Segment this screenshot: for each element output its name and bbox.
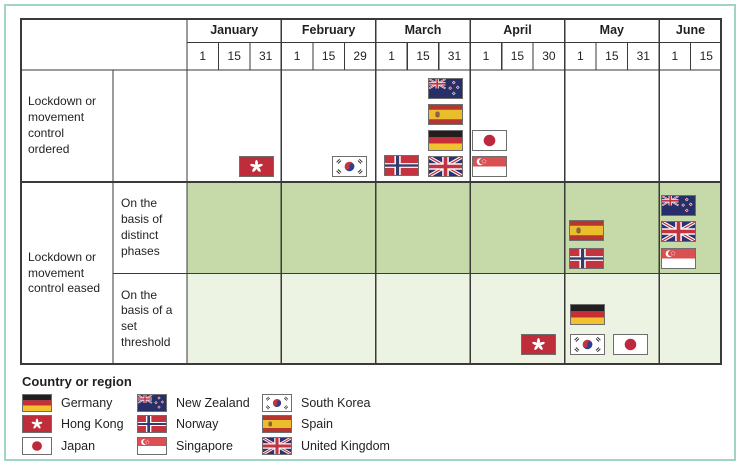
flag-de-band0 (427, 129, 463, 151)
legend-label: New Zealand (176, 395, 250, 410)
flag-es-band0 (427, 103, 463, 125)
legend-entry-sg: Singapore (137, 436, 262, 455)
kr-flag-icon (262, 393, 292, 412)
day-tick-june-15: 15 (699, 49, 713, 64)
flag-hk-band2 (520, 333, 556, 355)
month-header-june: June (675, 23, 706, 38)
es-flag-icon (262, 415, 292, 434)
jp-flag-icon (22, 436, 52, 455)
flag-hk-band0 (238, 155, 274, 177)
day-tick-march-31: 31 (447, 49, 462, 64)
day-tick-february-1: 1 (293, 49, 301, 64)
uk-flag-icon (262, 436, 292, 455)
hk-flag-icon (22, 415, 52, 434)
legend-entry-no: Norway (137, 415, 262, 434)
day-tick-may-15: 15 (605, 49, 619, 64)
day-tick-january-15: 15 (227, 49, 241, 64)
day-tick-february-15: 15 (321, 49, 336, 64)
flag-kr-band0 (331, 155, 367, 177)
grid-lines (20, 18, 722, 365)
flag-de-band2 (569, 303, 605, 325)
flag-sg-band1 (660, 247, 696, 269)
day-tick-march-15: 15 (416, 49, 430, 64)
flag-no-band0 (383, 154, 419, 176)
flag-uk-band1 (660, 220, 696, 242)
legend-label: Singapore (176, 438, 233, 453)
day-tick-may-1: 1 (577, 49, 584, 64)
flag-jp-band2 (612, 333, 648, 355)
legend-label: Japan (61, 438, 96, 453)
legend-label: United Kingdom (301, 438, 390, 453)
day-tick-may-31: 31 (636, 49, 650, 64)
flag-no-band1 (568, 247, 604, 269)
day-tick-april-15: 15 (510, 49, 525, 64)
row-label-ordered: Lockdown or movement control ordered (28, 94, 97, 156)
flag-nz-band1 (660, 194, 696, 216)
day-tick-april-1: 1 (482, 49, 490, 64)
day-tick-april-30: 30 (542, 49, 556, 64)
legend-title: Country or region (22, 374, 132, 389)
flag-es-band1 (568, 219, 604, 241)
flag-nz-band0 (427, 77, 463, 99)
legend-grid: Germany Hong Kong Japan New Zealand Norway Si… (22, 392, 390, 457)
legend-label: South Korea (301, 395, 371, 410)
month-header-march: March (404, 23, 442, 38)
month-header-january: January (210, 23, 259, 38)
sg-flag-icon (137, 436, 167, 455)
day-tick-january-31: 31 (258, 49, 273, 64)
no-flag-icon (137, 415, 167, 434)
phases-row-background (187, 182, 722, 274)
legend-entry-uk: United Kingdom (262, 436, 390, 455)
legend-entry-de: Germany (22, 393, 137, 412)
day-tick-january-1: 1 (199, 49, 207, 64)
legend-entry-nz: New Zealand (137, 393, 262, 412)
legend-label: Spain (301, 417, 333, 432)
legend: Country or region Germany Hong Kong Japan N… (22, 374, 390, 455)
flags-layer (20, 18, 722, 365)
legend-entry-hk: Hong Kong (22, 415, 137, 434)
day-tick-february-29: 29 (353, 49, 367, 64)
month-header-february: February (301, 23, 356, 38)
row-label-eased: Lockdown or movement control eased (28, 249, 101, 296)
legend-label: Norway (176, 417, 219, 432)
flag-jp-band0 (471, 129, 507, 151)
flag-uk-band0 (427, 155, 463, 177)
day-tick-march-1: 1 (388, 49, 395, 64)
legend-entry-jp: Japan (22, 436, 137, 455)
timeline-table: January 1 15 31 February 1 15 29 March 1 15 31 April… (20, 18, 722, 365)
row-label-phases: On the basis of distinct phases (121, 196, 163, 258)
nz-flag-icon (137, 393, 167, 412)
de-flag-icon (22, 393, 52, 412)
row-label-threshold: On the basis of a set threshold (121, 287, 173, 350)
flag-sg-band0 (471, 155, 507, 177)
legend-label: Hong Kong (61, 417, 124, 432)
month-header-april: April (503, 23, 532, 38)
day-tick-june-1: 1 (671, 49, 679, 64)
legend-label: Germany (61, 395, 113, 410)
legend-entry-es: Spain (262, 415, 390, 434)
flag-kr-band2 (569, 333, 605, 355)
legend-entry-kr: South Korea (262, 393, 390, 412)
month-header-may: May (599, 23, 624, 38)
